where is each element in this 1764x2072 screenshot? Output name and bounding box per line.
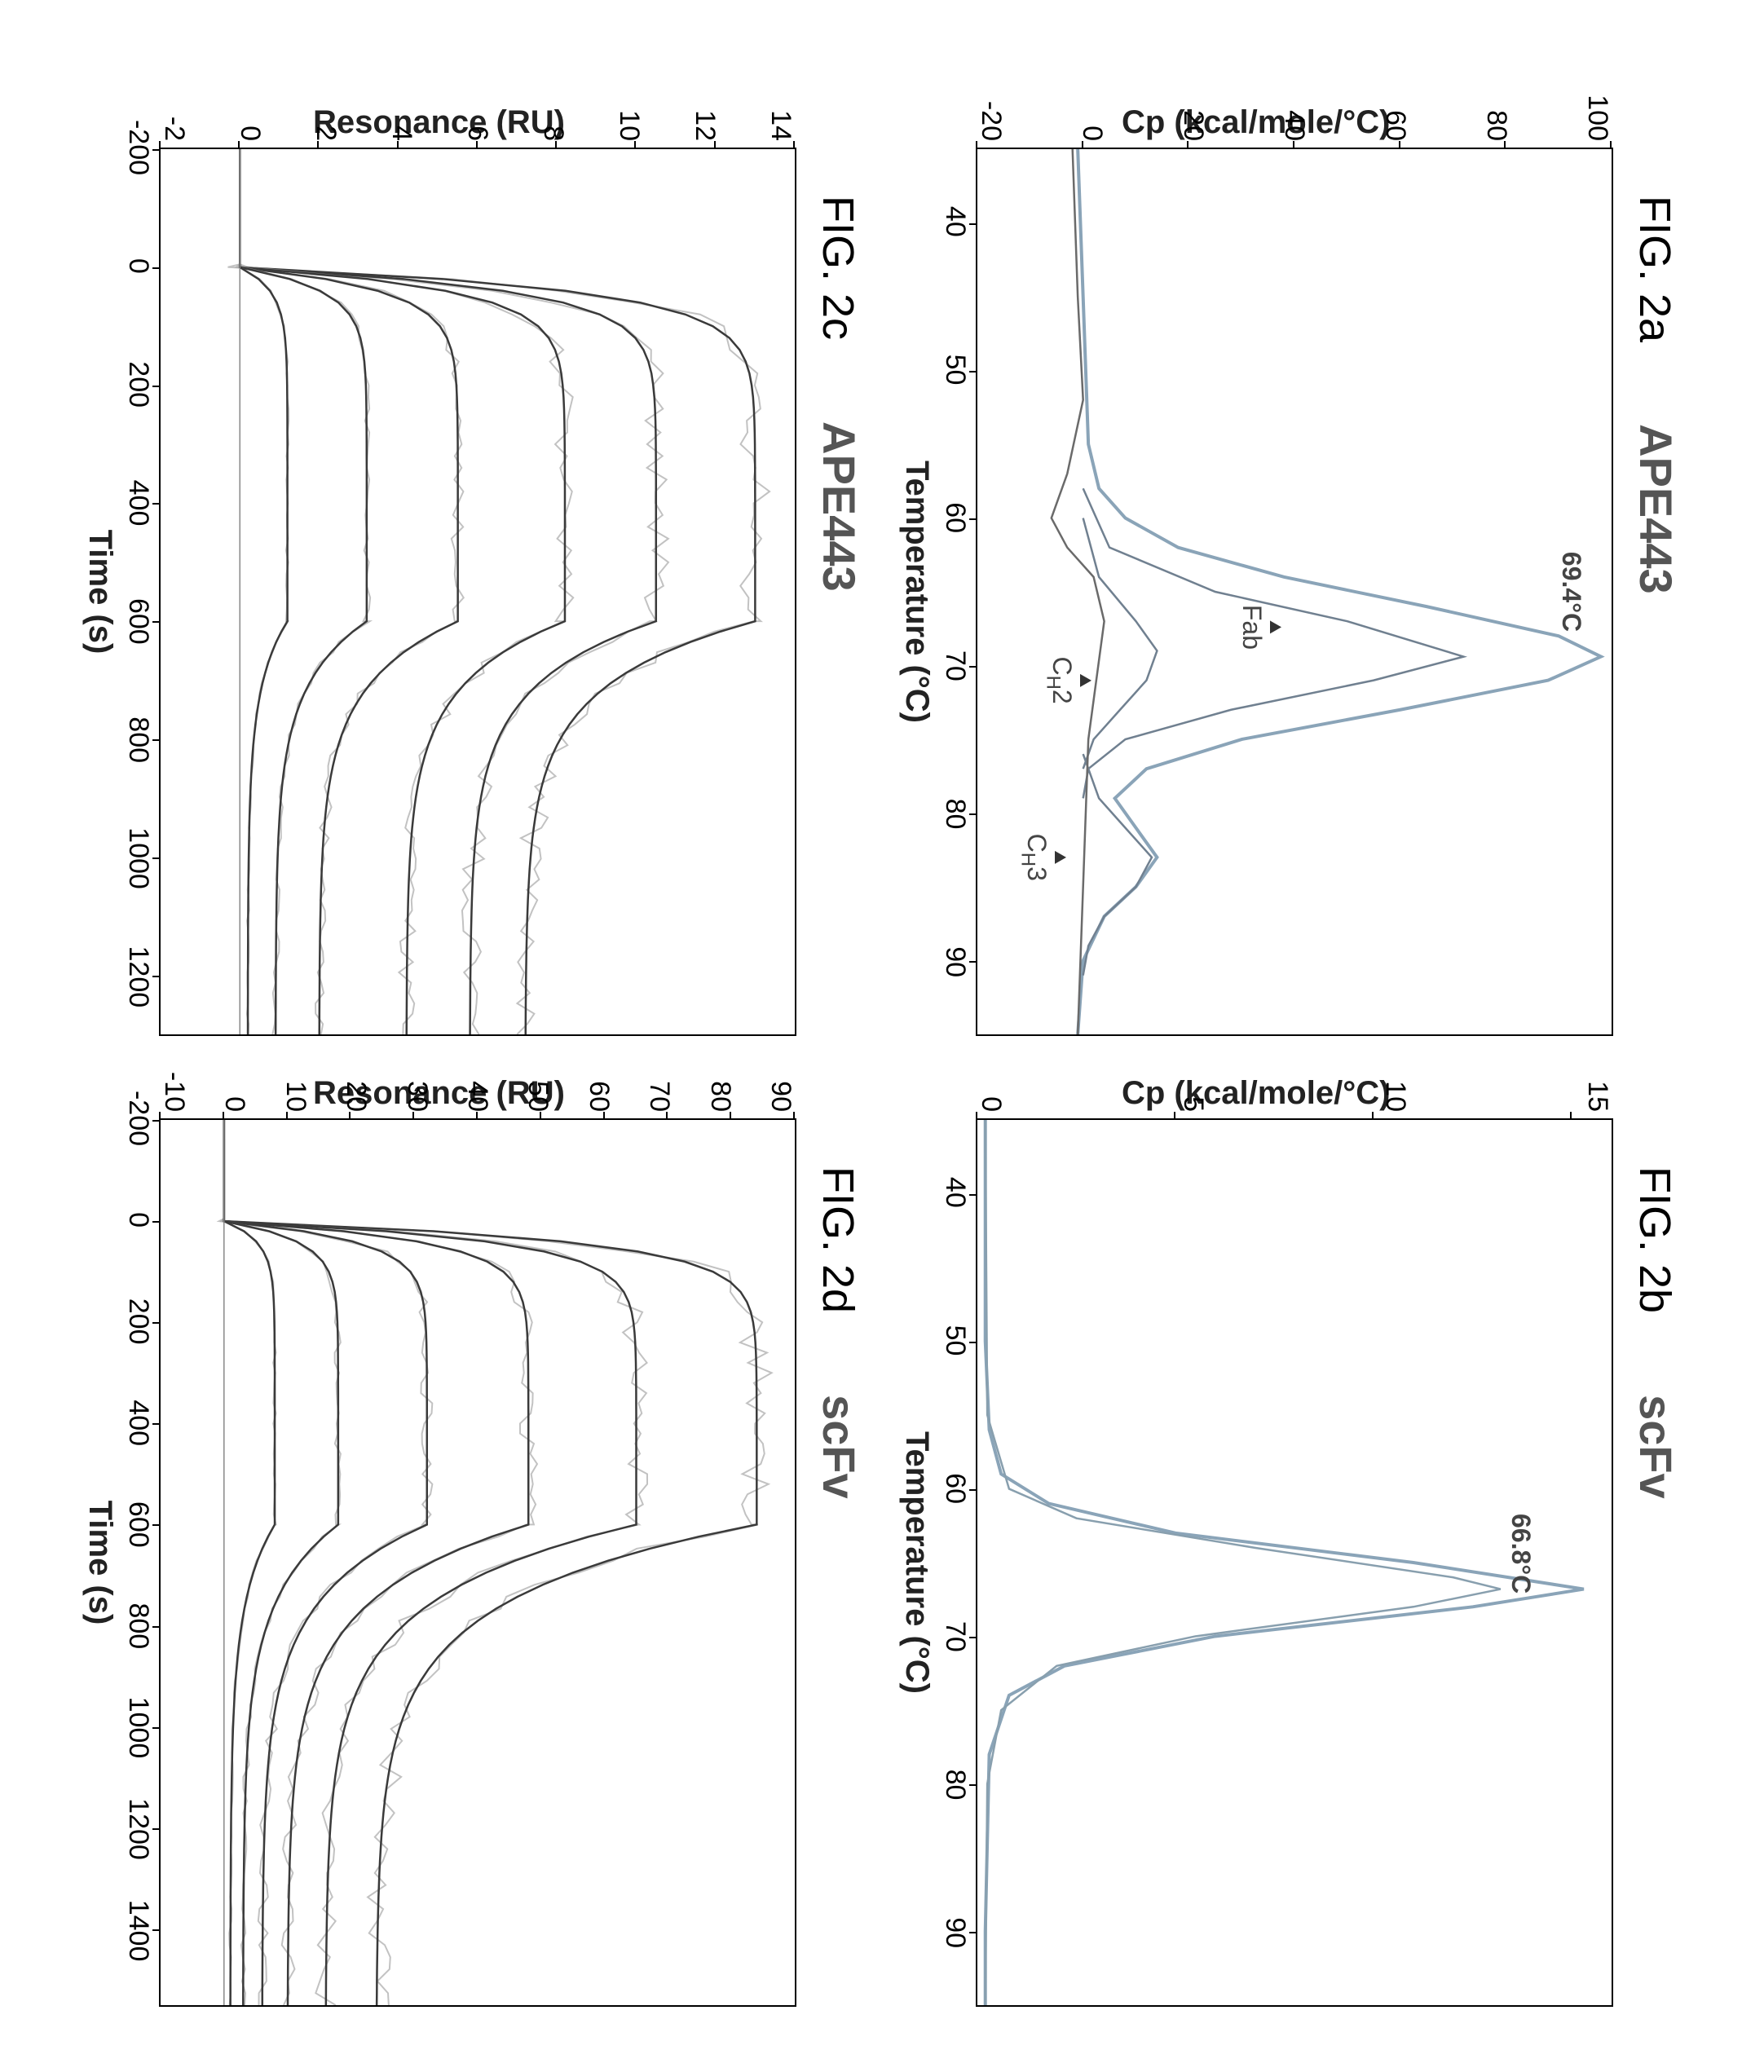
fig-label-2a: FIG. 2a — [1629, 196, 1680, 342]
xticks-2b: 405060708090 — [943, 1118, 976, 2007]
plot-2d: 9080706050403020100-10 — [159, 1118, 796, 2007]
curves-2c — [161, 149, 795, 1034]
panel-2c-header: FIG. 2c APE443 — [813, 98, 866, 1036]
panel-title-2a: APE443 — [1629, 424, 1682, 594]
peak-label-2a: 69.4°C — [1556, 552, 1586, 632]
panel-2a-header: FIG. 2a APE443 — [1629, 98, 1682, 1036]
curves-2d — [161, 1120, 795, 2005]
figure-canvas: FIG. 2a APE443 Cp (kcal/mole/°C) 1008060… — [0, 0, 1764, 2072]
plot-2b: 151050 66.8°C — [976, 1118, 1613, 2007]
panel-2c: FIG. 2c APE443 Resonance (RU) 1412108642… — [82, 98, 866, 1036]
panel-2d: FIG. 2d scFv Resonance (RU) 908070605040… — [82, 1069, 866, 2007]
plotwrap-2d: 9080706050403020100-10 -2000200400600800… — [82, 1118, 796, 2007]
peak-label-2b: 66.8°C — [1506, 1514, 1536, 1594]
xlabel-2b: Temperature (°C) — [898, 1118, 943, 2007]
panel-title-2d: scFv — [813, 1395, 866, 1499]
yticks-2d: 9080706050403020100-10 — [161, 1063, 795, 1112]
fig-label-2c: FIG. 2c — [813, 196, 863, 340]
plotwrap-2b: 151050 66.8°C 405060708090 Temperature (… — [898, 1118, 1613, 2007]
xlabel-2d: Time (s) — [82, 1118, 126, 2007]
yticks-2c: 14121086420-2 — [161, 92, 795, 141]
xticks-2c: -200020040060080010001200 — [126, 148, 159, 1036]
xticks-2d: -2000200400600800100012001400 — [126, 1118, 159, 2007]
yticks-2a: 100806040200-20 — [977, 92, 1612, 141]
xticks-2a: 405060708090 — [943, 148, 976, 1036]
plot-2c: 14121086420-2 — [159, 148, 796, 1036]
plotwrap-2c: 14121086420-2 -200020040060080010001200 … — [82, 148, 796, 1036]
panel-2a: FIG. 2a APE443 Cp (kcal/mole/°C) 1008060… — [898, 98, 1682, 1036]
panel-2b-header: FIG. 2b scFv — [1629, 1069, 1682, 2007]
figure-grid: FIG. 2a APE443 Cp (kcal/mole/°C) 1008060… — [0, 0, 1764, 2072]
chart-annotation: Fab — [1237, 605, 1281, 650]
panel-title-2c: APE443 — [813, 421, 866, 592]
chart-annotation: CH2 — [1042, 656, 1091, 703]
fig-label-2b: FIG. 2b — [1629, 1166, 1680, 1313]
chart-2b: Cp (kcal/mole/°C) 151050 66.8°C 40506070… — [898, 1069, 1613, 2007]
panel-2d-header: FIG. 2d scFv — [813, 1069, 866, 2007]
chart-2a: Cp (kcal/mole/°C) 100806040200-20 69.4°C… — [898, 98, 1613, 1036]
chart-annotation: CH3 — [1017, 834, 1066, 881]
fig-label-2d: FIG. 2d — [813, 1166, 863, 1313]
plotwrap-2a: 100806040200-20 69.4°C FabCH2CH3 4050607… — [898, 148, 1613, 1036]
yticks-2b: 151050 — [977, 1063, 1612, 1112]
chart-2d: Resonance (RU) 9080706050403020100-10 -2… — [82, 1069, 796, 2007]
plot-2a: 100806040200-20 69.4°C FabCH2CH3 — [976, 148, 1613, 1036]
curves-2a — [977, 149, 1612, 1034]
xlabel-2c: Time (s) — [82, 148, 126, 1036]
panel-2b: FIG. 2b scFv Cp (kcal/mole/°C) 151050 66… — [898, 1069, 1682, 2007]
chart-2c: Resonance (RU) 14121086420-2 -2000200400… — [82, 98, 796, 1036]
xlabel-2a: Temperature (°C) — [898, 148, 943, 1036]
panel-title-2b: scFv — [1629, 1395, 1682, 1499]
